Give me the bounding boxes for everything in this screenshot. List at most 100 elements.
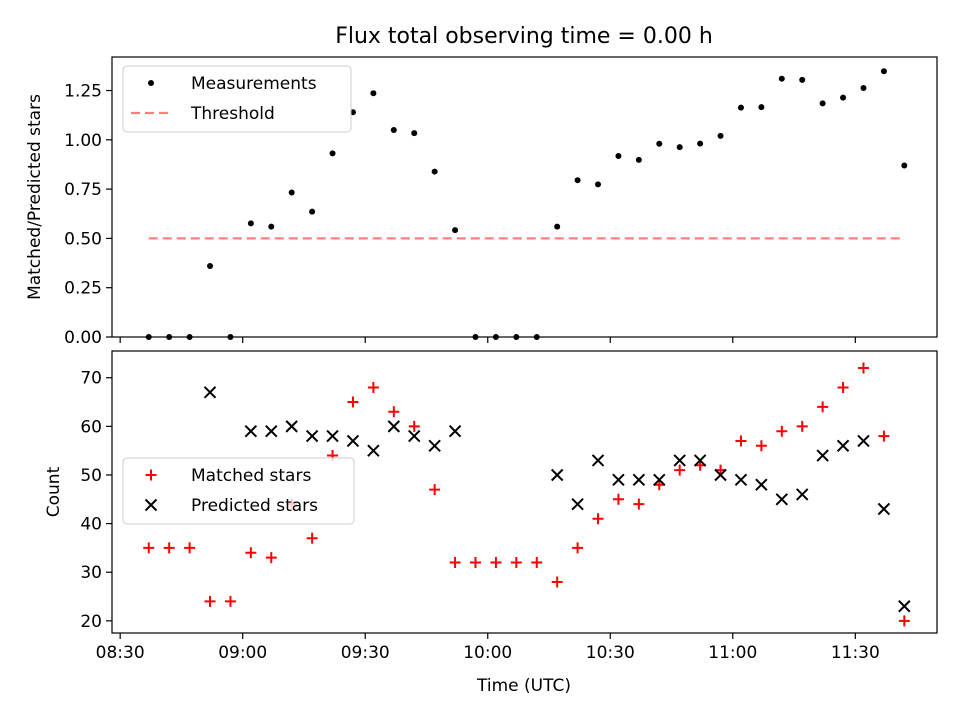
legend-label: Predicted stars: [191, 496, 318, 516]
measurement-point: [309, 208, 316, 215]
count-y-ticks: 20 30 40 50 60 70: [80, 369, 112, 632]
measurement-point: [615, 152, 622, 159]
measurement-point: [186, 334, 193, 340]
count-axes-frame: [111, 350, 938, 634]
measurement-point: [390, 126, 397, 133]
matched-stars-point: [388, 406, 400, 418]
y-tick-label: 70: [80, 369, 102, 389]
matched-stars-point: [408, 420, 420, 432]
x-tick-label: 09:30: [341, 643, 390, 663]
matched-stars-point: [592, 513, 604, 525]
y-tick-label: 0.75: [64, 180, 102, 200]
x-tick-label: 10:30: [586, 643, 635, 663]
matched-stars-point: [163, 542, 175, 554]
matched-stars-point: [510, 557, 522, 568]
x-axis-label: Time (UTC): [476, 676, 571, 696]
count-x-ticks: 08:30 09:00 09:30 10:00 10:30 11:00 11:30: [96, 633, 880, 663]
ratio-legend: Measurements Threshold: [122, 65, 352, 133]
measurement-point: [145, 334, 152, 340]
measurement-point: [268, 223, 275, 230]
measurement-point: [411, 130, 418, 137]
predicted-stars-point: [591, 454, 605, 467]
matched-stars-point: [796, 420, 808, 432]
legend-box: [122, 457, 355, 525]
legend-x-icon: [144, 498, 158, 512]
y-tick-label: 60: [80, 417, 102, 437]
measurement-point: [737, 104, 744, 111]
matched-stars-point: [674, 464, 686, 476]
matched-stars-point: [204, 595, 216, 607]
measurement-point: [880, 68, 887, 75]
predicted-stars-point: [714, 468, 727, 482]
predicted-stars-point: [653, 473, 666, 487]
matched-stars-point: [143, 542, 155, 554]
predicted-stars-point: [305, 429, 319, 443]
predicted-stars-point: [550, 468, 564, 482]
measurement-point: [554, 223, 561, 230]
count-panel: 20 30 40 50 60 70 08:30 09:00 09:30 10:00 10:30 11…: [44, 350, 938, 663]
count-y-axis-label: Count: [44, 466, 64, 517]
measurement-point: [676, 144, 683, 151]
predicted-stars-point: [775, 493, 789, 506]
matched-stars-point: [633, 498, 645, 510]
y-tick-label: 50: [80, 466, 102, 486]
matched-stars-point: [857, 362, 869, 374]
y-tick-label: 1.25: [64, 82, 102, 102]
predicted-stars-point: [265, 425, 278, 438]
predicted-stars-point: [796, 488, 809, 501]
ratio-y-axis-label: Matched/Predicted stars: [25, 94, 45, 300]
predicted-stars-point: [836, 439, 850, 453]
measurement-point: [656, 140, 663, 147]
predicted-stars-point: [448, 425, 462, 438]
matched-stars-point: [817, 401, 829, 413]
matched-stars-point: [572, 542, 584, 554]
matched-stars-point: [306, 532, 318, 544]
matched-stars-point: [490, 557, 502, 568]
x-tick-label: 09:00: [218, 643, 267, 663]
measurement-point: [901, 162, 908, 169]
measurement-point: [533, 334, 540, 340]
predicted-stars-point: [877, 502, 891, 516]
matched-stars-point: [735, 435, 747, 447]
predicted-stars-point: [632, 473, 646, 487]
matched-stars-point: [837, 381, 849, 393]
matched-stars-point: [776, 425, 788, 437]
predicted-stars-point: [408, 429, 421, 443]
x-tick-label: 11:30: [831, 643, 880, 663]
y-tick-label: 30: [80, 563, 102, 583]
legend-dot-icon: [148, 80, 154, 86]
predicted-stars-point: [203, 386, 217, 399]
measurement-point: [717, 132, 724, 139]
y-tick-label: 0.00: [64, 328, 102, 348]
y-tick-label: 1.00: [64, 131, 102, 151]
predicted-stars-point: [612, 473, 625, 487]
matched-stars-point: [612, 493, 624, 505]
matched-stars-point: [367, 381, 379, 393]
matched-stars-point: [224, 595, 236, 607]
count-legend: Matched stars Predicted stars: [122, 457, 355, 525]
y-tick-label: 20: [80, 612, 102, 632]
y-tick-label: 40: [80, 515, 102, 535]
x-tick-label: 10:00: [463, 643, 512, 663]
measurement-point: [758, 104, 765, 111]
predicted-stars-point: [387, 420, 401, 433]
ratio-axes-frame: [111, 56, 938, 338]
measurement-point: [819, 100, 826, 107]
measurement-point: [166, 334, 173, 340]
predicted-stars-point: [693, 454, 707, 467]
measurement-point: [288, 189, 295, 196]
legend-box: [122, 65, 352, 133]
legend-plus-icon: [145, 469, 157, 481]
matched-stars-point: [245, 547, 257, 559]
matched-stars-point: [755, 440, 767, 452]
predicted-stars-point: [898, 600, 911, 613]
predicted-stars-point: [244, 425, 258, 438]
predicted-stars-point: [428, 439, 441, 453]
matched-stars-point: [429, 484, 441, 496]
ratio-y-ticks: 0.00 0.25 0.50 0.75 1.00 1.25: [64, 82, 112, 348]
measurement-point: [635, 156, 642, 163]
measurement-point: [472, 334, 479, 340]
y-tick-label: 0.50: [64, 229, 102, 249]
measurement-point: [697, 140, 704, 147]
figure-title: Flux total observing time = 0.00 h: [335, 24, 713, 49]
